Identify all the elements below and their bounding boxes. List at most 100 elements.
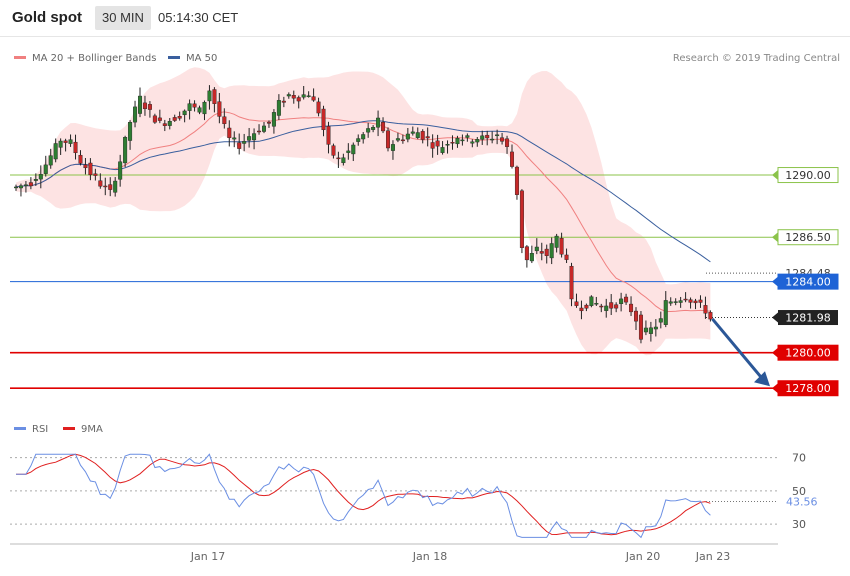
candle-body: [242, 141, 247, 144]
ma20-line: [15, 111, 711, 313]
candle-body: [123, 137, 128, 164]
candle: [88, 158, 93, 181]
candle: [242, 133, 247, 152]
candle: [192, 100, 197, 112]
candle-body: [192, 103, 197, 108]
candle-body: [58, 140, 63, 148]
candlestick-series: [13, 85, 713, 344]
candle-body: [177, 116, 182, 119]
level-tag-pointer: [772, 383, 778, 394]
candle: [658, 311, 663, 329]
candle-body: [376, 117, 381, 128]
last-price-pointer: [772, 312, 778, 323]
legend-swatch-rsi: [14, 427, 26, 430]
candle-body: [326, 126, 331, 145]
candle-body: [619, 298, 624, 305]
candle: [524, 245, 529, 268]
candle: [663, 291, 668, 328]
candle: [703, 296, 708, 319]
candle-body: [222, 116, 227, 125]
candle-body: [703, 305, 708, 314]
candle: [549, 237, 554, 265]
candle: [33, 173, 38, 186]
legend-rsi: RSI: [32, 424, 48, 435]
candle: [415, 127, 420, 140]
candle-body: [594, 303, 599, 305]
candle-body: [579, 307, 584, 312]
level-tag-pointer: [772, 232, 778, 243]
candle-body: [286, 94, 291, 97]
candle: [266, 120, 271, 128]
candle-body: [554, 235, 559, 248]
candle-body: [450, 142, 455, 144]
candle: [500, 132, 505, 145]
candle: [93, 168, 98, 181]
candle: [346, 143, 351, 160]
candle-body: [137, 95, 142, 114]
candle-body: [584, 304, 589, 309]
last-price-label: 1281.98: [785, 312, 831, 325]
candle-body: [505, 138, 510, 147]
candle: [648, 321, 653, 342]
candle: [276, 94, 281, 121]
candle-body: [73, 141, 78, 154]
candle-body: [13, 186, 18, 189]
candle: [356, 134, 361, 146]
candle-body: [395, 138, 400, 141]
candle-body: [128, 122, 133, 141]
candle: [147, 101, 152, 118]
candle-body: [604, 305, 609, 311]
candle-body: [544, 248, 549, 256]
candle: [361, 132, 366, 144]
candle-body: [172, 117, 177, 121]
bollinger-band-fill: [16, 67, 711, 356]
projection-arrow: [711, 317, 770, 387]
rsi-tick-50: 50: [792, 485, 806, 498]
candle: [366, 122, 371, 138]
candle: [381, 117, 386, 134]
candle-body: [564, 254, 569, 260]
candle: [589, 295, 594, 308]
candle: [386, 127, 391, 152]
candle: [619, 292, 624, 312]
candle: [13, 184, 18, 191]
candle: [445, 140, 450, 154]
candle-body: [361, 134, 366, 140]
candle-body: [63, 140, 68, 143]
candle-body: [83, 164, 88, 169]
candle-body: [634, 310, 639, 322]
candle-body: [425, 136, 430, 139]
candle-body: [683, 298, 688, 301]
x-tick-jan18: Jan 18: [412, 550, 447, 563]
candle-body: [430, 142, 435, 149]
candle: [257, 124, 262, 135]
candle-body: [207, 90, 212, 102]
interval-selector[interactable]: 30 MIN: [95, 6, 151, 30]
rsi-legend: RSI 9MA: [14, 424, 103, 435]
candle: [505, 135, 510, 154]
candle: [222, 108, 227, 129]
candle: [430, 134, 435, 158]
candle-body: [346, 150, 351, 153]
last-price-tag: [778, 310, 838, 326]
candle-body: [48, 155, 53, 166]
candle-body: [381, 121, 386, 132]
legend-ma50: MA 50: [186, 53, 217, 64]
candle: [306, 91, 311, 98]
candle: [336, 151, 341, 168]
candle: [400, 134, 405, 144]
candle-body: [356, 138, 361, 142]
candle: [599, 303, 604, 313]
candle: [38, 165, 43, 189]
candle-body: [539, 251, 544, 254]
candle: [390, 140, 395, 160]
candle: [653, 319, 658, 337]
candle: [460, 134, 465, 146]
candle-body: [296, 97, 301, 102]
candle: [128, 120, 133, 150]
candle: [142, 95, 147, 116]
candle: [331, 143, 336, 159]
candle: [232, 131, 237, 148]
candle-body: [88, 162, 93, 176]
candle-body: [529, 253, 534, 262]
